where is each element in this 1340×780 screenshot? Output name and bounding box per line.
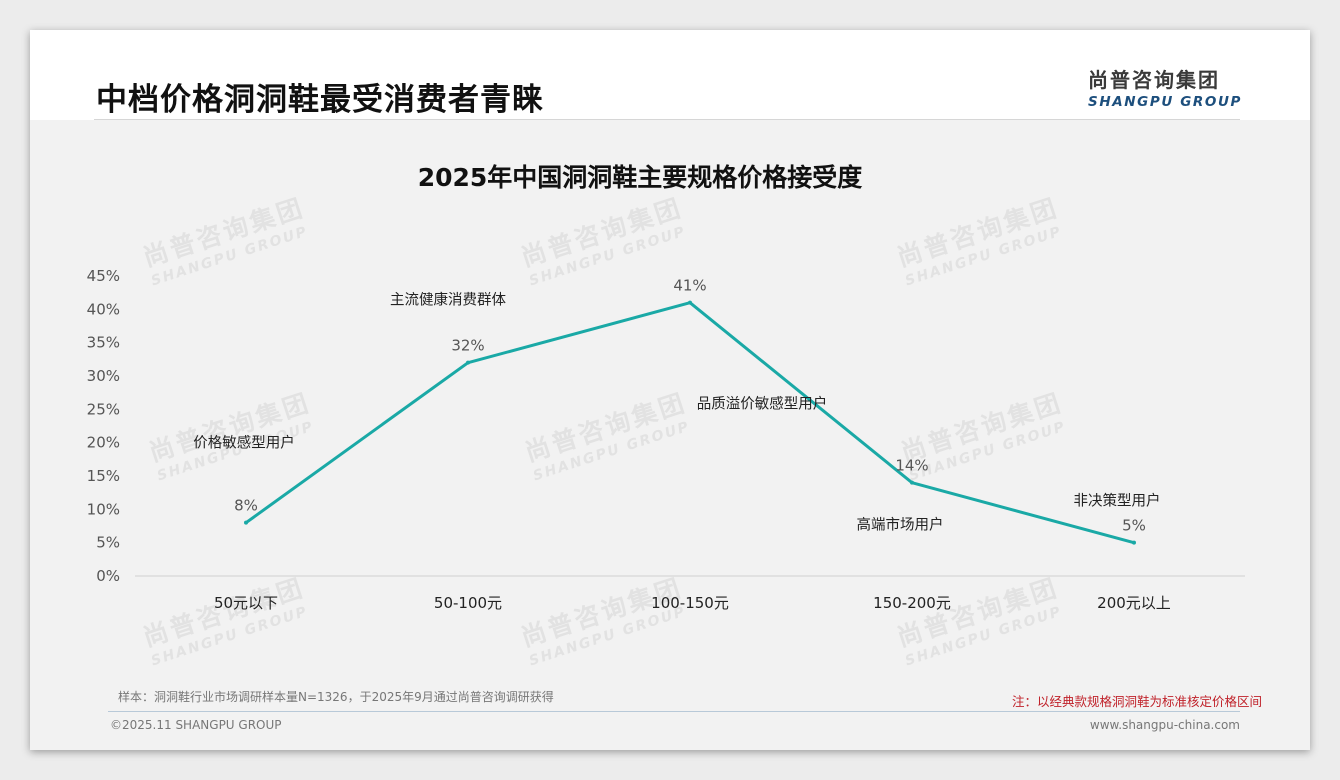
y-tick-label: 15% [87,467,120,485]
data-point [244,520,248,525]
y-tick-label: 10% [87,500,120,518]
header-divider [94,119,1240,120]
chart-title: 2025年中国洞洞鞋主要规格价格接受度 [418,163,863,192]
data-label: 8% [234,497,258,515]
x-category-label: 150-200元 [873,594,951,612]
x-category-label: 50元以下 [214,594,278,612]
page-title: 中档价格洞洞鞋最受消费者青睐 [96,82,544,118]
website-url: www.shangpu-china.com [1089,718,1240,732]
data-point [688,300,692,305]
logo-chinese-name: 尚普咨询集团 [1088,68,1220,92]
data-label: 32% [451,337,484,355]
y-tick-label: 0% [96,567,120,585]
segment-annotation: 品质溢价敏感型用户 [697,396,828,413]
y-tick-label: 20% [87,434,120,452]
logo-english-name: SHANGPU GROUP [1088,94,1243,110]
y-tick-label: 40% [87,300,120,318]
x-category-label: 50-100元 [434,594,502,612]
data-label: 14% [895,457,928,475]
footer-divider [108,711,1240,712]
y-tick-label: 30% [87,367,120,385]
header-band [30,30,1310,120]
segment-annotation: 高端市场用户 [857,517,944,534]
slide: 中档价格洞洞鞋最受消费者青睐 尚普咨询集团 SHANGPU GROUP 尚普咨询… [30,30,1310,750]
data-point [1132,540,1136,545]
copyright: ©2025.11 SHANGPU GROUP [110,718,282,732]
y-tick-label: 35% [87,334,120,352]
brand-logo: 尚普咨询集团 SHANGPU GROUP [1088,64,1244,110]
x-category-label: 100-150元 [651,594,729,612]
segment-annotation: 价格敏感型用户 [193,435,295,452]
y-tick-label: 25% [87,400,120,418]
sample-note: 样本：洞洞鞋行业市场调研样本量N=1326，于2025年9月通过尚普咨询调研获得 [118,690,554,704]
y-tick-label: 45% [87,267,120,285]
segment-annotation: 主流健康消费群体 [390,292,506,309]
data-point [910,480,914,485]
data-label: 5% [1122,517,1146,535]
x-category-label: 200元以上 [1097,594,1171,612]
y-tick-label: 5% [96,534,120,552]
segment-annotation: 非决策型用户 [1074,493,1161,510]
data-point [466,360,470,365]
footnote: 注：以经典款规格洞洞鞋为标准核定价格区间 [1011,694,1262,709]
data-label: 41% [673,277,706,295]
line-chart: 2025年中国洞洞鞋主要规格价格接受度 0% 5% 10% 15% 20% 25% 30% 3… [87,163,1245,612]
series-line [245,301,1135,545]
